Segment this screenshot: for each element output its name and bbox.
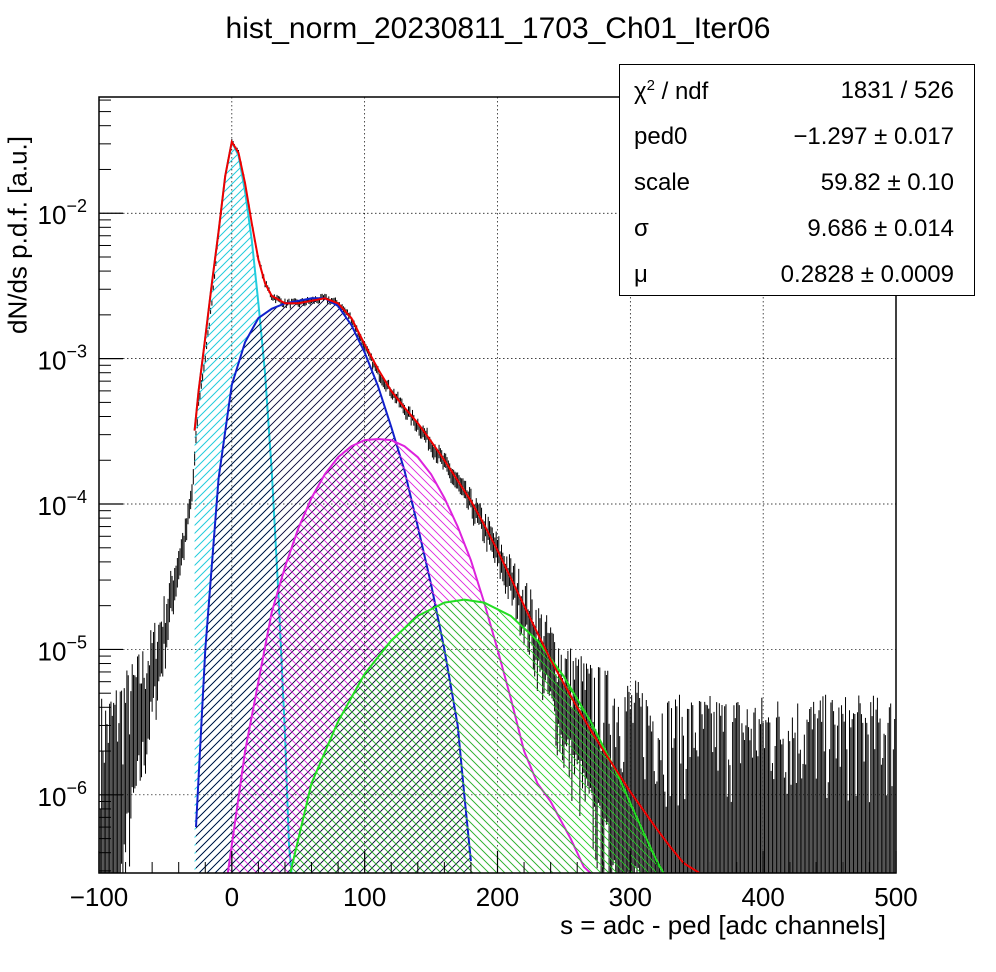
stat-key: σ <box>634 215 649 242</box>
stat-key: ped0 <box>634 123 688 150</box>
fit-curves <box>193 138 700 873</box>
stat-row-scale: scale 59.82 ± 0.10 <box>620 159 974 205</box>
fit-area-4 <box>290 599 664 873</box>
x-tick-label: 500 <box>874 882 917 912</box>
y-tick-label: 10−6 <box>38 778 87 812</box>
stat-row-ped0: ped0 −1.297 ± 0.017 <box>620 113 974 159</box>
stat-value: 1831 / 526 <box>840 77 954 104</box>
x-axis-label: s = adc - ped [adc channels] <box>560 910 886 940</box>
chart-title: hist_norm_20230811_1703_Ch01_Iter06 <box>225 12 771 45</box>
histogram-data <box>99 138 896 873</box>
stat-value: 9.686 ± 0.014 <box>807 215 954 242</box>
fit-line-4 <box>289 598 665 873</box>
y-tick-label: 10−3 <box>38 342 87 376</box>
stat-row-mu: μ 0.2828 ± 0.0009 <box>620 251 974 297</box>
stat-key: χ2 / ndf <box>634 77 709 105</box>
stat-key: scale <box>634 169 691 196</box>
x-axis: −100 0 100 200 300 400 500 <box>70 851 918 912</box>
x-tick-label: 200 <box>476 882 519 912</box>
y-axis-label: dN/ds p.d.f. [a.u.] <box>2 136 33 334</box>
y-tick-label: 10−5 <box>38 632 87 666</box>
stat-row-sigma: σ 9.686 ± 0.014 <box>620 205 974 251</box>
x-tick-label: 400 <box>741 882 784 912</box>
stat-key: μ <box>634 261 648 288</box>
x-tick-label: −100 <box>70 882 129 912</box>
stat-value: 59.82 ± 0.10 <box>820 169 954 196</box>
y-axis: 10−6 10−5 10−4 10−3 10−2 <box>38 99 123 872</box>
y-tick-label: 10−2 <box>38 196 87 230</box>
x-tick-label: 0 <box>225 882 239 912</box>
stat-row-chi2: χ2 / ndf 1831 / 526 <box>620 67 974 113</box>
x-tick-label: 300 <box>609 882 652 912</box>
stat-value: 0.2828 ± 0.0009 <box>780 261 954 288</box>
fit-line-0 <box>193 139 700 873</box>
fit-stats-box: χ2 / ndf 1831 / 526 ped0 −1.297 ± 0.017 … <box>619 64 975 296</box>
y-tick-label: 10−4 <box>38 487 87 521</box>
x-tick-label: 100 <box>343 882 386 912</box>
stat-value: −1.297 ± 0.017 <box>793 123 954 150</box>
